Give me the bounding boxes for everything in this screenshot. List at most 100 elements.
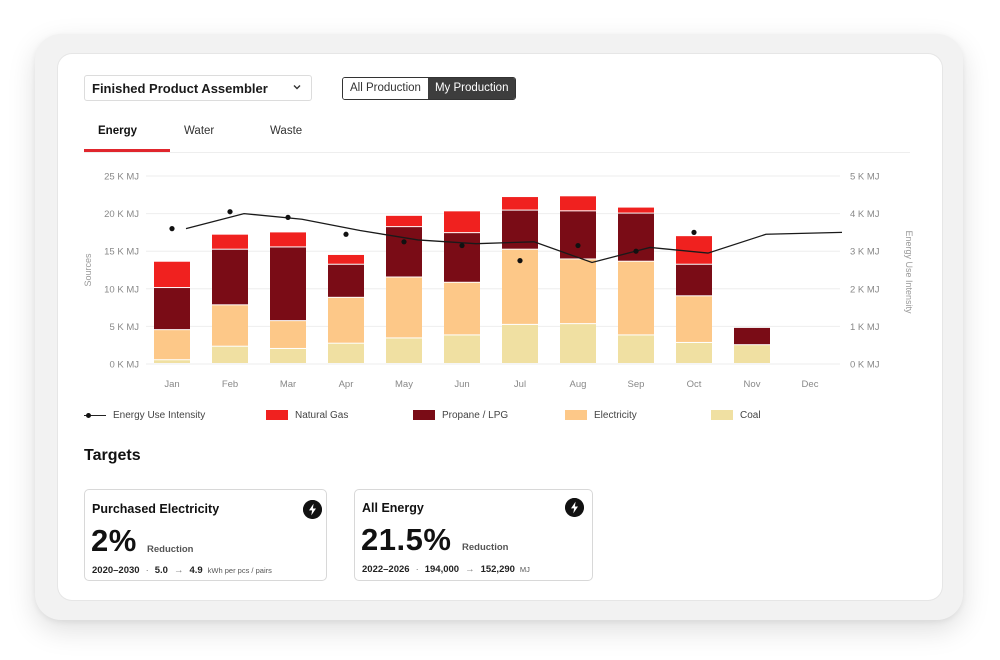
legend-propane-lpg: Propane / LPG bbox=[413, 408, 508, 422]
bar-electricity-oct bbox=[676, 296, 712, 342]
intensity-point-sep bbox=[633, 248, 639, 254]
bar-natural-gas-mar bbox=[270, 232, 306, 247]
target-to: 4.9 bbox=[189, 565, 203, 576]
y-right-tick-label: 4 K MJ bbox=[850, 209, 880, 220]
bar-propane-lpg-mar bbox=[270, 247, 306, 321]
legend-natural-gas: Natural Gas bbox=[266, 408, 348, 422]
bar-propane-lpg-jun bbox=[444, 233, 480, 282]
bar-electricity-apr bbox=[328, 297, 364, 343]
legend-swatch bbox=[711, 410, 733, 420]
bar-electricity-jan bbox=[154, 330, 190, 360]
bar-natural-gas-jan bbox=[154, 261, 190, 288]
resource-tabs: Energy Water Waste bbox=[84, 122, 910, 153]
y-left-tick-label: 10 K MJ bbox=[104, 284, 139, 295]
y-left-tick-label: 25 K MJ bbox=[104, 172, 139, 183]
target-card-purchased-electricity[interactable]: Purchased Electricity 2% Reduction 2020–… bbox=[84, 489, 327, 581]
x-tick-label: Sep bbox=[628, 379, 645, 390]
target-to: 152,290 bbox=[480, 564, 515, 575]
bar-electricity-sep bbox=[618, 261, 654, 335]
x-tick-label: Jun bbox=[454, 379, 469, 390]
intensity-point-jul bbox=[517, 258, 523, 264]
x-tick-label: Mar bbox=[280, 379, 296, 390]
y-left-tick-label: 20 K MJ bbox=[104, 209, 139, 220]
y-right-tick-label: 1 K MJ bbox=[850, 322, 880, 333]
target-unit: Reduction bbox=[147, 544, 194, 555]
bar-coal-jun bbox=[444, 335, 480, 363]
targets-heading: Targets bbox=[84, 447, 141, 464]
x-tick-label: Apr bbox=[339, 379, 354, 390]
target-unit: Reduction bbox=[462, 542, 509, 553]
bar-propane-lpg-may bbox=[386, 227, 422, 277]
bar-coal-jul bbox=[502, 324, 538, 363]
legend-swatch bbox=[413, 410, 435, 420]
target-title: Purchased Electricity bbox=[92, 502, 220, 516]
bar-electricity-feb bbox=[212, 305, 248, 346]
bar-propane-lpg-feb bbox=[212, 249, 248, 305]
tab-water[interactable]: Water bbox=[184, 125, 215, 137]
target-value: 2% bbox=[91, 523, 137, 558]
separator-dot: · bbox=[415, 564, 419, 575]
x-tick-label: Feb bbox=[222, 379, 238, 390]
target-title: All Energy bbox=[362, 501, 424, 515]
active-tab-indicator bbox=[84, 149, 170, 152]
tab-waste[interactable]: Waste bbox=[270, 125, 303, 137]
bar-propane-lpg-aug bbox=[560, 211, 596, 259]
intensity-point-mar bbox=[285, 214, 291, 220]
bar-coal-jan bbox=[154, 360, 190, 363]
x-tick-label: Nov bbox=[744, 379, 761, 390]
target-scale: MJ bbox=[519, 565, 530, 574]
y-right-axis-title: Energy Use Intensity bbox=[904, 230, 914, 314]
y-right-tick-label: 5 K MJ bbox=[850, 172, 880, 183]
scope-my-production[interactable]: My Production bbox=[427, 78, 516, 99]
target-footer: 2020–2030 · 5.0 → 4.9 kWh per pcs / pair… bbox=[92, 565, 272, 576]
target-value: 21.5% bbox=[361, 522, 452, 557]
bar-natural-gas-may bbox=[386, 215, 422, 227]
bar-natural-gas-jul bbox=[502, 197, 538, 210]
production-scope-toggle[interactable]: All Production My Production bbox=[342, 77, 517, 100]
intensity-point-apr bbox=[343, 231, 349, 237]
separator-dot: · bbox=[145, 565, 149, 576]
intensity-point-feb bbox=[227, 209, 233, 215]
bar-coal-apr bbox=[328, 343, 364, 363]
assembler-select[interactable]: Finished Product Assembler bbox=[84, 75, 312, 101]
legend-coal: Coal bbox=[711, 408, 761, 422]
y-right-tick-label: 2 K MJ bbox=[850, 284, 880, 295]
bar-electricity-mar bbox=[270, 321, 306, 348]
target-from: 194,000 bbox=[424, 564, 460, 575]
lightning-icon bbox=[303, 500, 322, 519]
tab-energy[interactable]: Energy bbox=[98, 125, 137, 137]
bar-natural-gas-feb bbox=[212, 234, 248, 249]
intensity-point-jan bbox=[169, 226, 175, 232]
legend-energy-use-intensity: Energy Use Intensity bbox=[84, 408, 205, 422]
scope-all-production[interactable]: All Production bbox=[343, 78, 428, 99]
bar-electricity-aug bbox=[560, 259, 596, 324]
lightning-icon bbox=[565, 498, 584, 517]
bar-natural-gas-sep bbox=[618, 207, 654, 213]
target-period: 2020–2030 bbox=[92, 565, 140, 576]
legend-line-swatch bbox=[84, 410, 106, 420]
bar-coal-aug bbox=[560, 324, 596, 363]
target-card-all-energy[interactable]: All Energy 21.5% Reduction 2022–2026 · 1… bbox=[354, 489, 593, 581]
x-tick-label: Jul bbox=[514, 379, 526, 390]
bar-natural-gas-jun bbox=[444, 211, 480, 233]
bar-coal-sep bbox=[618, 335, 654, 363]
target-from: 5.0 bbox=[154, 565, 168, 576]
y-left-tick-label: 5 K MJ bbox=[109, 322, 139, 333]
y-right-tick-label: 0 K MJ bbox=[850, 360, 880, 371]
bar-propane-lpg-nov bbox=[734, 327, 770, 345]
chevron-down-icon bbox=[293, 85, 301, 90]
bar-coal-may bbox=[386, 338, 422, 363]
y-left-tick-label: 15 K MJ bbox=[104, 247, 139, 258]
y-left-tick-label: 0 K MJ bbox=[109, 360, 139, 371]
arrow-right-icon: → bbox=[173, 565, 184, 576]
target-scale: kWh per pcs / pairs bbox=[207, 566, 272, 575]
bar-coal-feb bbox=[212, 346, 248, 363]
legend-swatch bbox=[266, 410, 288, 420]
intensity-point-aug bbox=[575, 242, 581, 249]
y-right-tick-label: 3 K MJ bbox=[850, 247, 880, 258]
bar-coal-mar bbox=[270, 348, 306, 363]
bar-electricity-may bbox=[386, 277, 422, 338]
arrow-right-icon: → bbox=[465, 564, 475, 575]
x-tick-label: Aug bbox=[570, 379, 587, 390]
